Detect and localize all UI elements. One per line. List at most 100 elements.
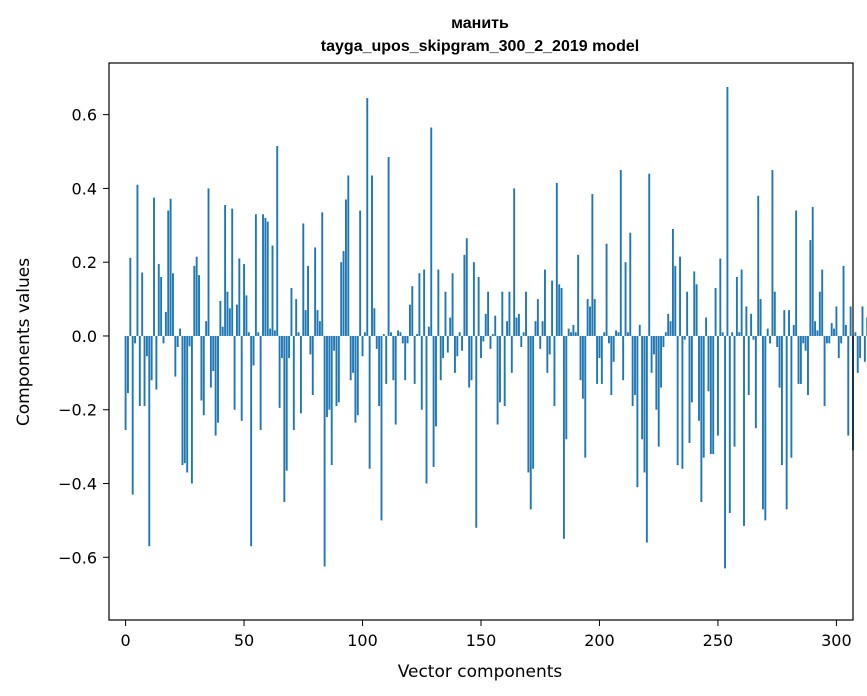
- bar: [176, 335, 179, 348]
- bar: [641, 335, 644, 440]
- bar: [190, 335, 193, 484]
- bar: [233, 335, 236, 410]
- bar: [378, 335, 381, 407]
- bar: [160, 276, 163, 336]
- bar: [501, 291, 504, 336]
- bar: [371, 175, 373, 336]
- bar: [690, 335, 693, 403]
- x-tick-label: 100: [347, 631, 378, 650]
- bar: [548, 335, 551, 355]
- bar: [304, 310, 307, 336]
- bar: [188, 335, 191, 347]
- bar: [302, 223, 305, 336]
- bar: [724, 335, 726, 569]
- bar: [342, 251, 345, 336]
- bar: [745, 306, 748, 336]
- bar: [451, 273, 454, 336]
- bar: [335, 335, 338, 407]
- bar: [716, 335, 719, 436]
- bar: [821, 269, 824, 336]
- bar: [844, 324, 847, 336]
- y-axis-ticks: −0.6 −0.4 −0.2 0.0 0.2 0.4 0.6: [58, 106, 109, 567]
- bar: [399, 332, 402, 336]
- bar: [510, 335, 513, 373]
- bar: [591, 193, 594, 336]
- bar: [247, 332, 250, 336]
- bar: [347, 175, 350, 336]
- bar: [818, 291, 821, 336]
- bar: [522, 332, 525, 336]
- bar: [200, 335, 203, 401]
- bar: [804, 335, 807, 351]
- bar: [446, 335, 449, 353]
- bar: [172, 273, 174, 336]
- bar: [726, 86, 729, 336]
- bar: [792, 324, 795, 336]
- bar: [295, 299, 298, 336]
- bar: [705, 317, 708, 336]
- bar: [271, 245, 274, 336]
- bar: [771, 169, 774, 336]
- bar: [842, 265, 845, 336]
- bar: [155, 335, 158, 390]
- bar: [482, 335, 485, 342]
- bar: [700, 335, 703, 502]
- bar: [259, 335, 262, 431]
- bar: [411, 286, 414, 336]
- bar: [491, 334, 494, 336]
- bar: [615, 330, 618, 336]
- bar: [544, 269, 546, 336]
- bar: [328, 335, 331, 410]
- bar: [584, 335, 587, 458]
- bar: [496, 335, 499, 425]
- bar: [257, 332, 260, 336]
- bar: [484, 313, 487, 336]
- bar: [408, 304, 411, 336]
- bar: [788, 310, 790, 336]
- bar: [435, 335, 437, 427]
- bar: [572, 324, 575, 336]
- bar: [683, 335, 686, 340]
- bar: [283, 335, 286, 502]
- bar: [532, 335, 535, 469]
- bar: [650, 335, 653, 373]
- x-axis-label: Vector components: [398, 662, 563, 682]
- bar: [600, 335, 603, 384]
- bar: [799, 335, 802, 384]
- bar: [769, 335, 772, 344]
- bar: [354, 335, 357, 423]
- bar: [645, 335, 648, 543]
- bar: [276, 145, 279, 336]
- bar: [807, 335, 809, 395]
- bar: [698, 335, 700, 421]
- x-tick-label: 250: [703, 631, 734, 650]
- bar: [392, 335, 395, 381]
- chart-title: манить: [451, 15, 509, 32]
- bar: [610, 335, 613, 395]
- bar: [321, 212, 324, 336]
- y-tick-label: 0.4: [72, 179, 97, 198]
- bar: [828, 335, 831, 344]
- bar: [688, 335, 691, 443]
- bar: [240, 335, 243, 421]
- bar: [608, 335, 610, 344]
- bar: [515, 317, 518, 336]
- bar: [764, 335, 767, 521]
- bar: [186, 335, 189, 473]
- bar: [740, 269, 743, 336]
- bar: [631, 335, 634, 407]
- bar: [475, 335, 478, 528]
- bar: [461, 335, 463, 351]
- bar: [480, 335, 482, 359]
- bar: [638, 324, 641, 336]
- bar: [840, 335, 843, 344]
- bar: [288, 335, 291, 359]
- bar: [318, 321, 321, 336]
- bar: [413, 335, 416, 384]
- bar: [520, 335, 523, 348]
- bar: [169, 198, 172, 336]
- bar: [785, 335, 788, 510]
- bar: [854, 332, 857, 336]
- bar: [297, 332, 300, 336]
- bar: [285, 335, 288, 471]
